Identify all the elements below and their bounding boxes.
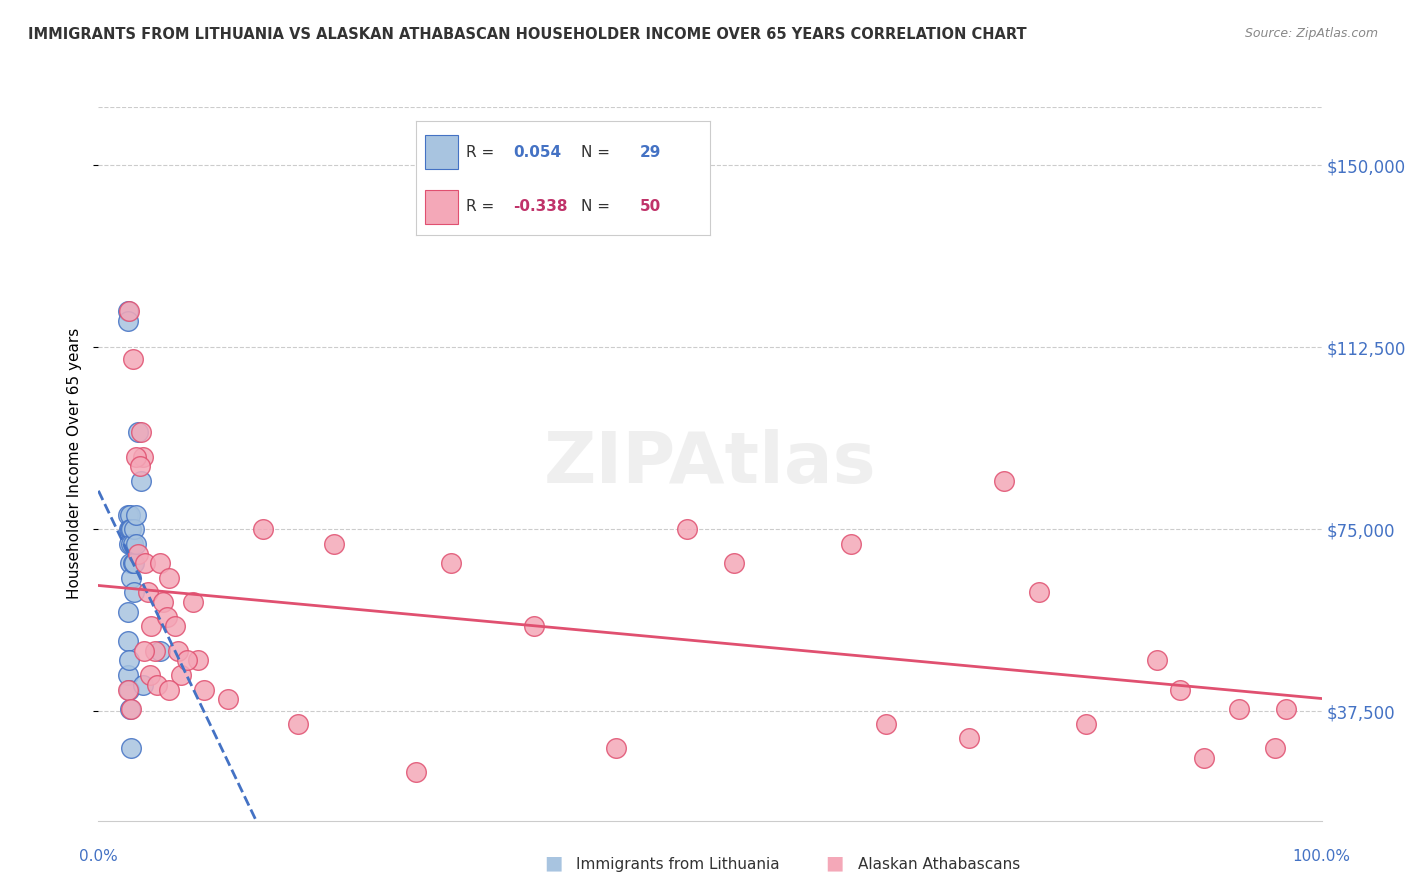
Point bbox=[132, 450, 155, 464]
Point bbox=[156, 609, 179, 624]
Point bbox=[957, 731, 980, 745]
Point bbox=[129, 474, 152, 488]
Point bbox=[149, 644, 172, 658]
Point bbox=[181, 595, 204, 609]
Point bbox=[157, 682, 180, 697]
Text: ■: ■ bbox=[544, 854, 562, 872]
Point bbox=[120, 702, 142, 716]
Point bbox=[149, 557, 172, 571]
Point bbox=[118, 522, 141, 536]
Point bbox=[125, 508, 148, 522]
Point bbox=[157, 571, 180, 585]
Point bbox=[217, 692, 239, 706]
Point bbox=[523, 619, 546, 633]
Text: Source: ZipAtlas.com: Source: ZipAtlas.com bbox=[1244, 27, 1378, 40]
Point bbox=[1227, 702, 1250, 716]
Point bbox=[141, 619, 163, 633]
Point bbox=[121, 352, 143, 367]
Point bbox=[134, 644, 156, 658]
Text: ■: ■ bbox=[825, 854, 844, 872]
Point bbox=[120, 522, 142, 536]
Point bbox=[117, 668, 139, 682]
Point bbox=[1170, 682, 1192, 697]
Point bbox=[121, 537, 143, 551]
Point bbox=[122, 585, 145, 599]
Point bbox=[120, 571, 142, 585]
Point bbox=[139, 668, 162, 682]
Point bbox=[152, 595, 174, 609]
Point bbox=[132, 678, 155, 692]
Point bbox=[120, 508, 142, 522]
Point bbox=[1275, 702, 1298, 716]
Point bbox=[118, 653, 141, 667]
Point bbox=[723, 557, 745, 571]
Point bbox=[120, 740, 142, 755]
Point bbox=[176, 653, 198, 667]
Point bbox=[125, 537, 148, 551]
Point bbox=[170, 668, 193, 682]
Point bbox=[193, 682, 215, 697]
Point bbox=[117, 682, 139, 697]
Point bbox=[118, 682, 141, 697]
Point bbox=[993, 474, 1015, 488]
Point bbox=[167, 644, 190, 658]
Text: 100.0%: 100.0% bbox=[1292, 849, 1351, 864]
Point bbox=[117, 508, 139, 522]
Point bbox=[839, 537, 862, 551]
Text: 0.0%: 0.0% bbox=[79, 849, 118, 864]
Point bbox=[125, 450, 148, 464]
Point bbox=[134, 557, 156, 571]
Point bbox=[118, 304, 141, 318]
Point bbox=[605, 740, 627, 755]
Point bbox=[146, 678, 169, 692]
Point bbox=[322, 537, 344, 551]
Point bbox=[127, 425, 149, 440]
Point bbox=[129, 425, 152, 440]
Point bbox=[117, 313, 139, 327]
Text: ZIPAtlas: ZIPAtlas bbox=[544, 429, 876, 499]
Point bbox=[1028, 585, 1050, 599]
Text: IMMIGRANTS FROM LITHUANIA VS ALASKAN ATHABASCAN HOUSEHOLDER INCOME OVER 65 YEARS: IMMIGRANTS FROM LITHUANIA VS ALASKAN ATH… bbox=[28, 27, 1026, 42]
Point bbox=[143, 644, 166, 658]
Point bbox=[117, 304, 139, 318]
Point bbox=[875, 716, 897, 731]
Point bbox=[287, 716, 309, 731]
Point bbox=[117, 605, 139, 619]
Point bbox=[127, 547, 149, 561]
Point bbox=[252, 522, 274, 536]
Point bbox=[187, 653, 209, 667]
Point bbox=[120, 702, 142, 716]
Point bbox=[405, 765, 427, 780]
Text: Alaskan Athabascans: Alaskan Athabascans bbox=[858, 857, 1019, 872]
Point bbox=[122, 522, 145, 536]
Point bbox=[120, 557, 142, 571]
Point bbox=[122, 557, 145, 571]
Point bbox=[1192, 750, 1215, 764]
Point bbox=[118, 537, 141, 551]
Point bbox=[120, 522, 142, 536]
Point bbox=[1146, 653, 1168, 667]
Text: Immigrants from Lithuania: Immigrants from Lithuania bbox=[576, 857, 780, 872]
Point bbox=[440, 557, 463, 571]
Point bbox=[117, 634, 139, 648]
Point bbox=[163, 619, 186, 633]
Y-axis label: Householder Income Over 65 years: Householder Income Over 65 years bbox=[67, 328, 83, 599]
Point bbox=[121, 557, 143, 571]
Point bbox=[1264, 740, 1286, 755]
Point bbox=[128, 459, 150, 474]
Point bbox=[136, 585, 159, 599]
Point bbox=[1076, 716, 1098, 731]
Point bbox=[120, 537, 142, 551]
Point bbox=[675, 522, 697, 536]
